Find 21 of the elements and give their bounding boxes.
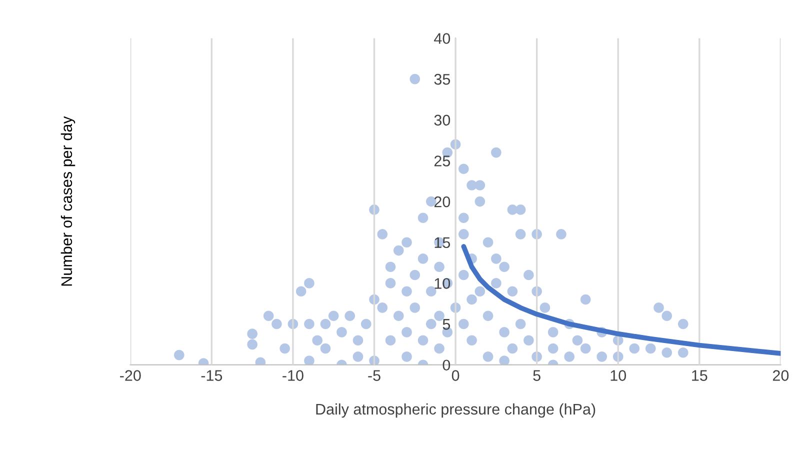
y-tick-label: 0 xyxy=(442,360,450,371)
y-tick-label: 35 xyxy=(434,74,450,85)
x-tick-label: 20 xyxy=(772,370,789,381)
y-tick-label: 25 xyxy=(434,156,450,166)
x-tick-label: 15 xyxy=(692,370,708,381)
x-tick-label: 0 xyxy=(452,370,460,381)
y-tick-label: 10 xyxy=(434,278,450,289)
x-tick-label: -15 xyxy=(201,370,222,381)
x-tick-label: 5 xyxy=(533,370,540,381)
y-axis-title: Number of cases per day xyxy=(60,116,76,286)
y-tick-label: 40 xyxy=(434,33,450,44)
x-tick-label: -5 xyxy=(368,370,380,381)
y-tick-label: 20 xyxy=(434,196,450,208)
y-tick-label: 5 xyxy=(442,319,450,330)
x-tick-label: -10 xyxy=(282,370,304,381)
x-tick-label: -20 xyxy=(120,370,141,381)
line-series xyxy=(461,244,781,356)
x-axis-title: Daily atmospheric pressure change (hPa) xyxy=(316,403,596,418)
y-tick-label: 30 xyxy=(434,114,450,126)
y-tick-label: 15 xyxy=(434,237,450,248)
x-tick-label: 10 xyxy=(610,370,626,381)
